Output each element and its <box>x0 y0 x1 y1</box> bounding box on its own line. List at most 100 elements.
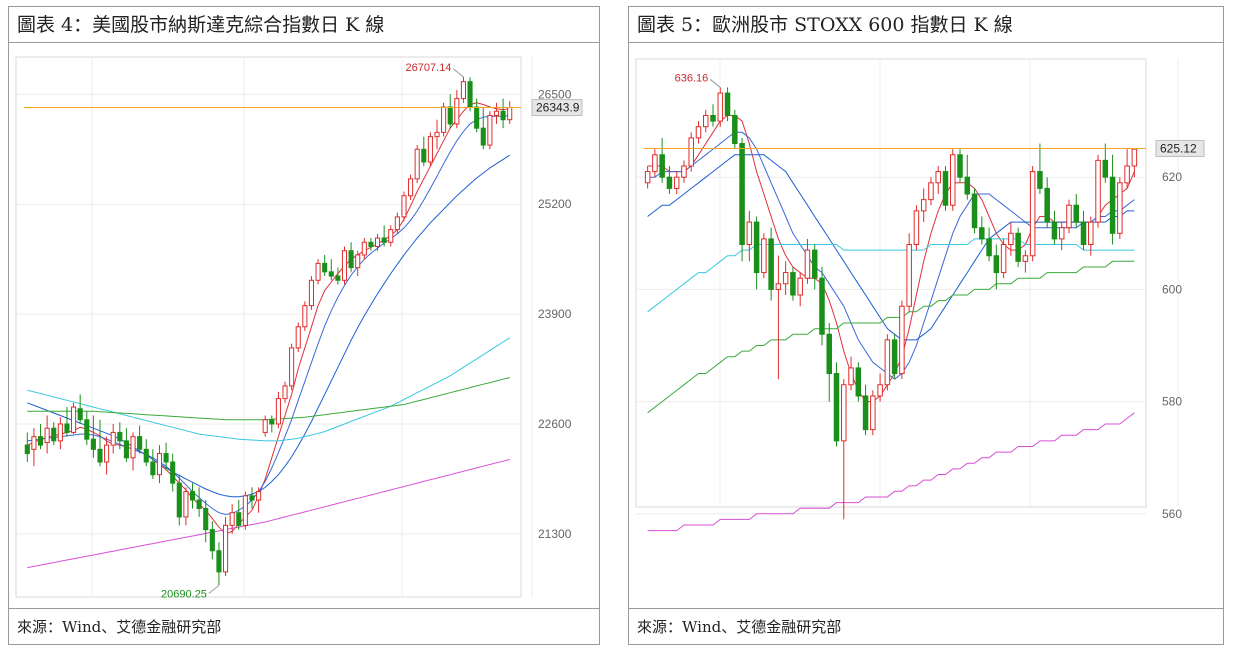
stoxx-candle-body <box>957 154 963 178</box>
nasdaq-candle <box>275 391 281 429</box>
nasdaq-candle <box>189 483 196 509</box>
nasdaq-high-label: 26707.14 <box>406 62 452 74</box>
stoxx-candle <box>1051 210 1058 245</box>
nasdaq-candle <box>229 504 235 534</box>
stoxx-candle <box>666 165 673 195</box>
stoxx-candle-body <box>710 114 716 122</box>
nasdaq-candlestick-chart: 26500 25200 23900 22600 21300 26343.9 26707.14… <box>15 56 583 600</box>
nasdaq-candle <box>388 225 394 247</box>
nasdaq-candle <box>408 174 414 200</box>
nasdaq-candle-body <box>480 127 486 146</box>
stoxx-candle-body <box>949 154 956 206</box>
nasdaq-candle-body <box>24 444 30 455</box>
stoxx-candle <box>1124 149 1130 189</box>
nasdaq-candle-body <box>249 495 255 501</box>
stoxx-candle-body <box>819 277 825 335</box>
stoxx-candle <box>1102 143 1109 183</box>
nasdaq-candle-body <box>143 448 149 463</box>
stoxx-y-tick-label: 620 <box>1162 170 1182 184</box>
nasdaq-candle <box>269 415 275 433</box>
stoxx-candle-body <box>942 171 949 206</box>
nasdaq-candle <box>493 102 500 124</box>
stoxx600-chart-panel: 圖表 5：歐洲股市 STOXX 600 指數日 K 線 620 600 580 560… <box>628 6 1224 645</box>
nasdaq-candle-body <box>381 237 387 243</box>
nasdaq-candle <box>341 246 348 285</box>
stoxx-candle <box>797 272 803 307</box>
nasdaq-y-tick-label: 25200 <box>538 197 572 211</box>
nasdaq-candle <box>104 436 110 475</box>
stoxx-candle <box>746 210 753 262</box>
stoxx-candle <box>1037 143 1043 195</box>
stoxx-candle <box>1117 177 1123 239</box>
stoxx-y-tick-label: 560 <box>1162 507 1182 521</box>
nasdaq-candle-body <box>421 148 427 163</box>
nasdaq-candle <box>302 301 308 331</box>
stoxx-candle <box>688 132 694 172</box>
stoxx-candle <box>702 109 709 133</box>
stoxx-candle <box>986 227 992 262</box>
nasdaq-candle <box>487 111 493 150</box>
stoxx-ma10-line <box>647 131 1135 380</box>
nasdaq-ma10-line <box>27 115 510 515</box>
nasdaq-ma250-line <box>27 459 510 569</box>
nasdaq-candle-body <box>328 271 334 277</box>
nasdaq-candle <box>170 453 176 492</box>
nasdaq-candle-body <box>275 398 281 425</box>
nasdaq-candle-body <box>500 110 506 121</box>
stoxx-candle-body <box>899 305 905 375</box>
nasdaq-candle-body <box>374 237 381 247</box>
stoxx-candle-body <box>732 114 738 145</box>
stoxx-candle-body <box>775 283 782 290</box>
nasdaq-candle <box>242 491 248 530</box>
stoxx-candle <box>1029 165 1036 262</box>
nasdaq-candle <box>77 394 83 424</box>
stoxx-last-price-box <box>1155 139 1205 157</box>
nasdaq-candle-body <box>289 347 295 387</box>
stoxx-candle-body <box>753 221 760 274</box>
stoxx-candle-body <box>1117 182 1123 234</box>
stoxx-candle <box>841 379 847 520</box>
nasdaq-candle-body <box>256 491 262 501</box>
stoxx-high-label: 636.16 <box>675 72 709 84</box>
stoxx-candle <box>913 205 920 251</box>
nasdaq-candle-body <box>57 423 63 442</box>
stoxx-candle-body <box>644 171 651 184</box>
nasdaq-candle-body <box>110 431 116 446</box>
stoxx-candle <box>652 149 658 178</box>
stoxx-candle-body <box>986 238 992 257</box>
stoxx-candle-body <box>1080 221 1087 246</box>
stoxx-y-tick-label: 600 <box>1162 282 1182 296</box>
nasdaq-candle-body <box>97 448 103 463</box>
nasdaq-candle-body <box>474 106 480 129</box>
stoxx-candle-body <box>1073 204 1080 223</box>
stoxx-candle-body <box>1008 232 1014 246</box>
nasdaq-candle <box>44 415 50 454</box>
nasdaq-ma20-line <box>27 154 510 498</box>
nasdaq-candle-body <box>295 326 301 349</box>
stoxx-candle <box>819 266 825 346</box>
nasdaq-candle-body <box>487 114 493 146</box>
stoxx-candle <box>732 109 738 150</box>
nasdaq-candle-body <box>388 229 394 243</box>
stoxx-candle <box>1080 210 1087 251</box>
stoxx-candle-body <box>891 339 898 375</box>
stoxx-candle-body <box>928 182 934 201</box>
nasdaq-candle <box>474 98 480 133</box>
stoxx600-source-note: 來源：Wind、艾德金融研究部 <box>629 608 1223 644</box>
nasdaq-candle-body <box>183 491 189 518</box>
nasdaq-plot-frame <box>15 56 522 598</box>
nasdaq-ma5-line <box>27 102 510 535</box>
stoxx-candle-body <box>833 373 840 442</box>
nasdaq-candle <box>256 487 262 513</box>
stoxx-ma120-line <box>647 260 1135 414</box>
nasdaq-candle <box>64 407 70 437</box>
stoxx-candle <box>673 171 680 195</box>
nasdaq-candle <box>150 449 156 479</box>
nasdaq-candle-body <box>348 250 354 269</box>
nasdaq-candle <box>143 439 149 467</box>
stoxx-candle-body <box>935 171 941 184</box>
nasdaq-candle-body <box>467 81 473 108</box>
stoxx-candle-body <box>811 249 818 279</box>
stoxx-candle <box>826 323 833 402</box>
nasdaq-y-tick-label: 21300 <box>538 527 572 541</box>
